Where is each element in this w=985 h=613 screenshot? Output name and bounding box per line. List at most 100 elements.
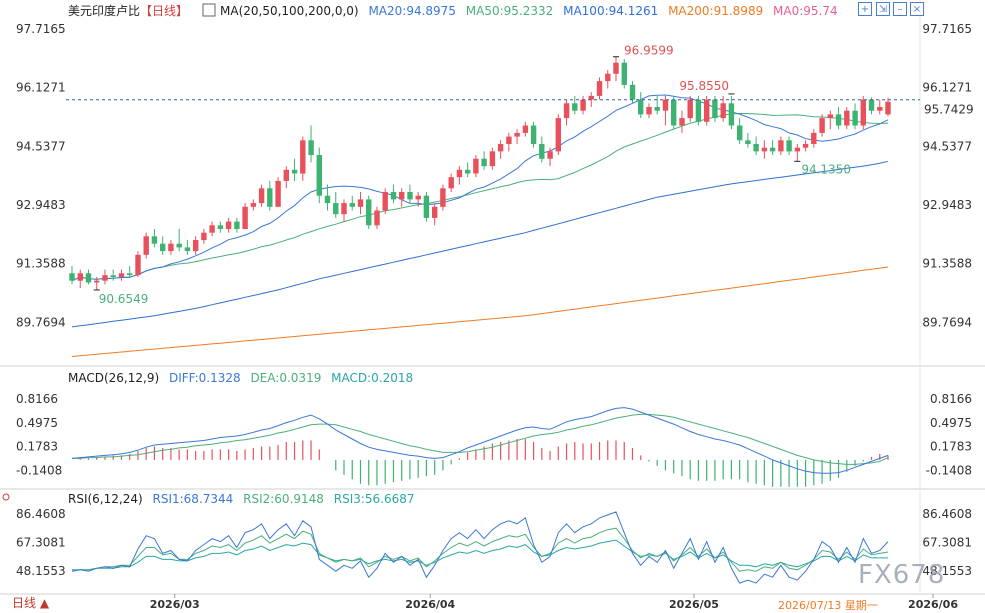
macd-tick-label: 0.1783 <box>930 440 972 454</box>
candle-body <box>802 144 809 148</box>
price-tick-label-left: 89.7694 <box>16 315 66 329</box>
price-tick-label: 97.7165 <box>922 22 972 36</box>
candle-body <box>596 81 603 96</box>
crosshair-icon[interactable] <box>2 493 10 501</box>
close-icon[interactable]: × <box>910 2 924 16</box>
price-tick-label: 96.1271 <box>922 81 972 95</box>
rsi-tick-label-left: 86.4608 <box>16 507 66 521</box>
candle-body <box>481 158 487 167</box>
candle-body <box>291 169 298 174</box>
candle-body <box>151 236 158 244</box>
candle-body <box>143 236 149 255</box>
macd-tick-label-left: 0.8166 <box>16 392 58 406</box>
time-tick-label: 2026/05 <box>669 598 719 611</box>
candle-body <box>168 243 174 252</box>
rsi2-value: RSI2:60.9148 <box>243 492 324 506</box>
candle-body <box>852 110 858 126</box>
candle-body <box>341 203 347 215</box>
candle-body <box>242 206 248 229</box>
candle-body <box>662 99 669 111</box>
zoom-icon[interactable]: ⇲ <box>876 2 890 16</box>
ma200-value: MA200:91.8989 <box>668 4 763 18</box>
add-indicator-icon[interactable]: + <box>858 2 872 16</box>
candle-body <box>489 151 496 167</box>
macd-legend: MACD(26,12,9) DIFF:0.1328 DEA:0.0319 MAC… <box>68 371 413 385</box>
candle-body <box>522 125 529 133</box>
symbol-name: 美元印度卢比 <box>68 3 140 18</box>
rsi2-line <box>71 527 889 572</box>
rsi3-line <box>72 539 888 571</box>
candle-body <box>324 195 331 204</box>
macd-dea-line <box>72 413 889 465</box>
candle-body <box>720 103 726 119</box>
price-tick-label-left: 94.5377 <box>16 139 66 153</box>
minimize-icon[interactable]: – <box>893 2 907 16</box>
ma50-line <box>71 113 889 282</box>
recent-high-label: 95.8550 <box>679 79 729 93</box>
candle-body <box>646 107 652 115</box>
candle-body <box>506 136 512 144</box>
ma20-value: MA20:94.8975 <box>368 4 456 18</box>
candle-body <box>621 62 627 85</box>
candle-body <box>580 99 586 111</box>
rsi-label: RSI(6,12,24) <box>68 492 143 506</box>
rsi-legend: RSI(6,12,24) RSI1:68.7344 RSI2:60.9148 R… <box>68 492 415 506</box>
rsi-tick-label: 86.4608 <box>922 507 972 521</box>
candle-body <box>860 99 866 126</box>
macd-tick-label: 0.4975 <box>930 416 972 430</box>
time-tick-label: 2026/06 <box>908 598 958 611</box>
candle-body <box>127 273 133 276</box>
indicator-settings-icon[interactable] <box>202 3 216 17</box>
candle-body <box>827 114 833 119</box>
candle-body <box>572 103 578 111</box>
candle-body <box>835 114 842 126</box>
candle-body <box>877 107 883 111</box>
recent-low-label: 94.1350 <box>801 162 851 176</box>
candle-body <box>69 273 75 281</box>
ma0-value: MA0:95.74 <box>773 4 838 18</box>
timeframe-switch[interactable]: 日线 ▲ <box>12 596 50 610</box>
ma100-line <box>71 160 889 328</box>
candle-body <box>761 147 768 152</box>
candle-body <box>844 110 850 126</box>
time-tick-label: 2026/03 <box>150 598 200 611</box>
rsi1-value: RSI1:68.7344 <box>153 492 234 506</box>
candle-body <box>465 169 471 174</box>
candle-body <box>118 273 125 277</box>
candle-body <box>382 192 388 211</box>
candle-body <box>695 99 702 122</box>
candle-body <box>308 140 314 156</box>
candle-body <box>588 95 594 100</box>
candle-body <box>193 240 199 252</box>
candle-body <box>448 177 454 189</box>
price-tick-label: 89.7694 <box>922 315 972 329</box>
price-tick-label-left: 91.3588 <box>16 257 66 271</box>
candle-body <box>283 169 289 181</box>
macd-tick-label-left: 0.4975 <box>16 416 58 430</box>
macd-label: MACD(26,12,9) <box>68 371 159 385</box>
candle-body <box>819 118 825 133</box>
candle-body <box>728 103 735 126</box>
rsi-tick-label: 67.3081 <box>922 536 972 550</box>
rsi3-value: RSI3:56.6687 <box>334 492 415 506</box>
candle-body <box>547 151 553 159</box>
candle-body <box>778 140 784 152</box>
candle-body <box>555 118 561 152</box>
candle-body <box>473 158 479 174</box>
candle-body <box>671 99 677 126</box>
rsi-tick-label-left: 48.1553 <box>16 564 66 578</box>
candle-body <box>407 192 413 200</box>
candle-body <box>638 99 644 115</box>
candle-body <box>110 275 116 277</box>
candle-body <box>456 169 463 178</box>
candle-body <box>868 99 875 111</box>
candle-body <box>267 188 273 207</box>
candle-body <box>423 195 430 218</box>
candle-body <box>399 192 405 200</box>
ma-label: MA(20,50,100,200,0,0) <box>220 4 359 18</box>
candle-body <box>160 243 166 252</box>
price-tick-label: 94.5377 <box>922 139 972 153</box>
candle-body <box>102 275 108 281</box>
macd-tick-label-left: -0.1408 <box>16 463 62 477</box>
